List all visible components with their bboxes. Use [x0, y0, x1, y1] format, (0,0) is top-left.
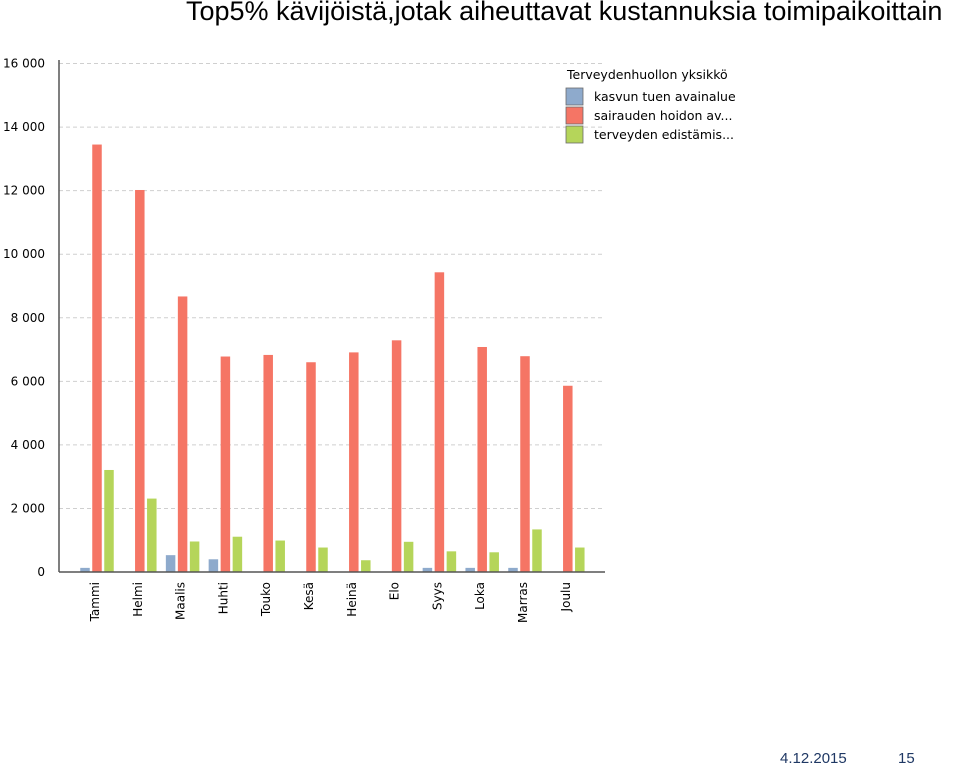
- x-tick-labels: Tammi Helmi Maalis Huhti Touko Kesä Heinä Elo Sy…: [88, 582, 573, 623]
- bar: [465, 567, 475, 572]
- legend-swatch: [565, 87, 584, 106]
- bar: [306, 362, 316, 572]
- bar: [220, 356, 231, 572]
- bar: [92, 144, 102, 573]
- x-tick-label: Joulu: [559, 582, 573, 612]
- bar: [104, 469, 114, 572]
- x-tick-label: Marras: [516, 582, 530, 623]
- bar: [422, 567, 433, 572]
- x-tick-label: Heinä: [345, 582, 359, 617]
- bar: [391, 340, 402, 572]
- legend-entry: terveyden edistämis...: [594, 127, 734, 142]
- x-tick-label: Elo: [388, 582, 402, 600]
- x-tick-label: Helmi: [131, 582, 145, 617]
- x-tick-label: Huhti: [216, 582, 230, 614]
- bar: [135, 189, 145, 572]
- slide-title: Top5% kävijöistä,jotak aiheuttavat kusta…: [186, 0, 943, 26]
- bar: [434, 272, 445, 572]
- bar: [508, 567, 518, 572]
- y-tick-labels: 0 2 000 4 000 6 000 8 000 10 000 12 000 14 000 1…: [3, 57, 45, 580]
- y-tick-label: 2 000: [11, 501, 45, 515]
- bar: [403, 541, 414, 572]
- bar: [232, 536, 243, 572]
- y-tick-label: 16 000: [3, 57, 45, 71]
- bar: [263, 354, 273, 572]
- x-tick-label: Maalis: [174, 582, 188, 620]
- y-tick-label: 10 000: [3, 247, 45, 261]
- legend-entry: sairauden hoidon av...: [594, 108, 732, 123]
- bar: [189, 541, 200, 572]
- bar: [177, 296, 188, 572]
- bar: [349, 352, 359, 572]
- bar: [575, 547, 585, 572]
- legend-swatch: [565, 125, 584, 144]
- y-tick-label: 0: [37, 565, 45, 579]
- legend: Terveydenhuollon yksikkö kasvun tuen ava…: [565, 67, 736, 144]
- bar: [208, 559, 219, 572]
- bar: [477, 346, 487, 572]
- footer-date: 4.12.2015: [780, 750, 847, 767]
- bar: [165, 555, 176, 572]
- x-tick-label: Touko: [259, 582, 273, 617]
- y-tick-label: 12 000: [3, 184, 45, 198]
- y-tick-label: 8 000: [11, 311, 45, 325]
- y-tick-label: 14 000: [3, 120, 45, 134]
- x-tick-label: Kesä: [302, 582, 316, 610]
- bar: [489, 552, 499, 572]
- bar: [520, 356, 530, 572]
- y-tick-label: 4 000: [11, 438, 45, 452]
- page-number: 15: [898, 750, 915, 767]
- legend-swatch: [565, 106, 584, 125]
- legend-entry: kasvun tuen avainalue: [594, 89, 736, 104]
- x-tick-label: Loka: [473, 582, 487, 610]
- bar: [532, 529, 542, 572]
- bar: [147, 498, 157, 572]
- bar: [361, 560, 371, 572]
- axes: [58, 60, 605, 573]
- legend-title: Terveydenhuollon yksikkö: [566, 67, 728, 82]
- bar: [318, 547, 328, 572]
- x-tick-label: Tammi: [88, 582, 102, 622]
- x-tick-label: Syys: [430, 582, 444, 610]
- bar: [80, 567, 90, 572]
- y-tick-label: 6 000: [11, 374, 45, 388]
- bar: [275, 540, 285, 572]
- bars: [80, 144, 585, 573]
- bar: [446, 551, 457, 572]
- bar: [563, 385, 573, 572]
